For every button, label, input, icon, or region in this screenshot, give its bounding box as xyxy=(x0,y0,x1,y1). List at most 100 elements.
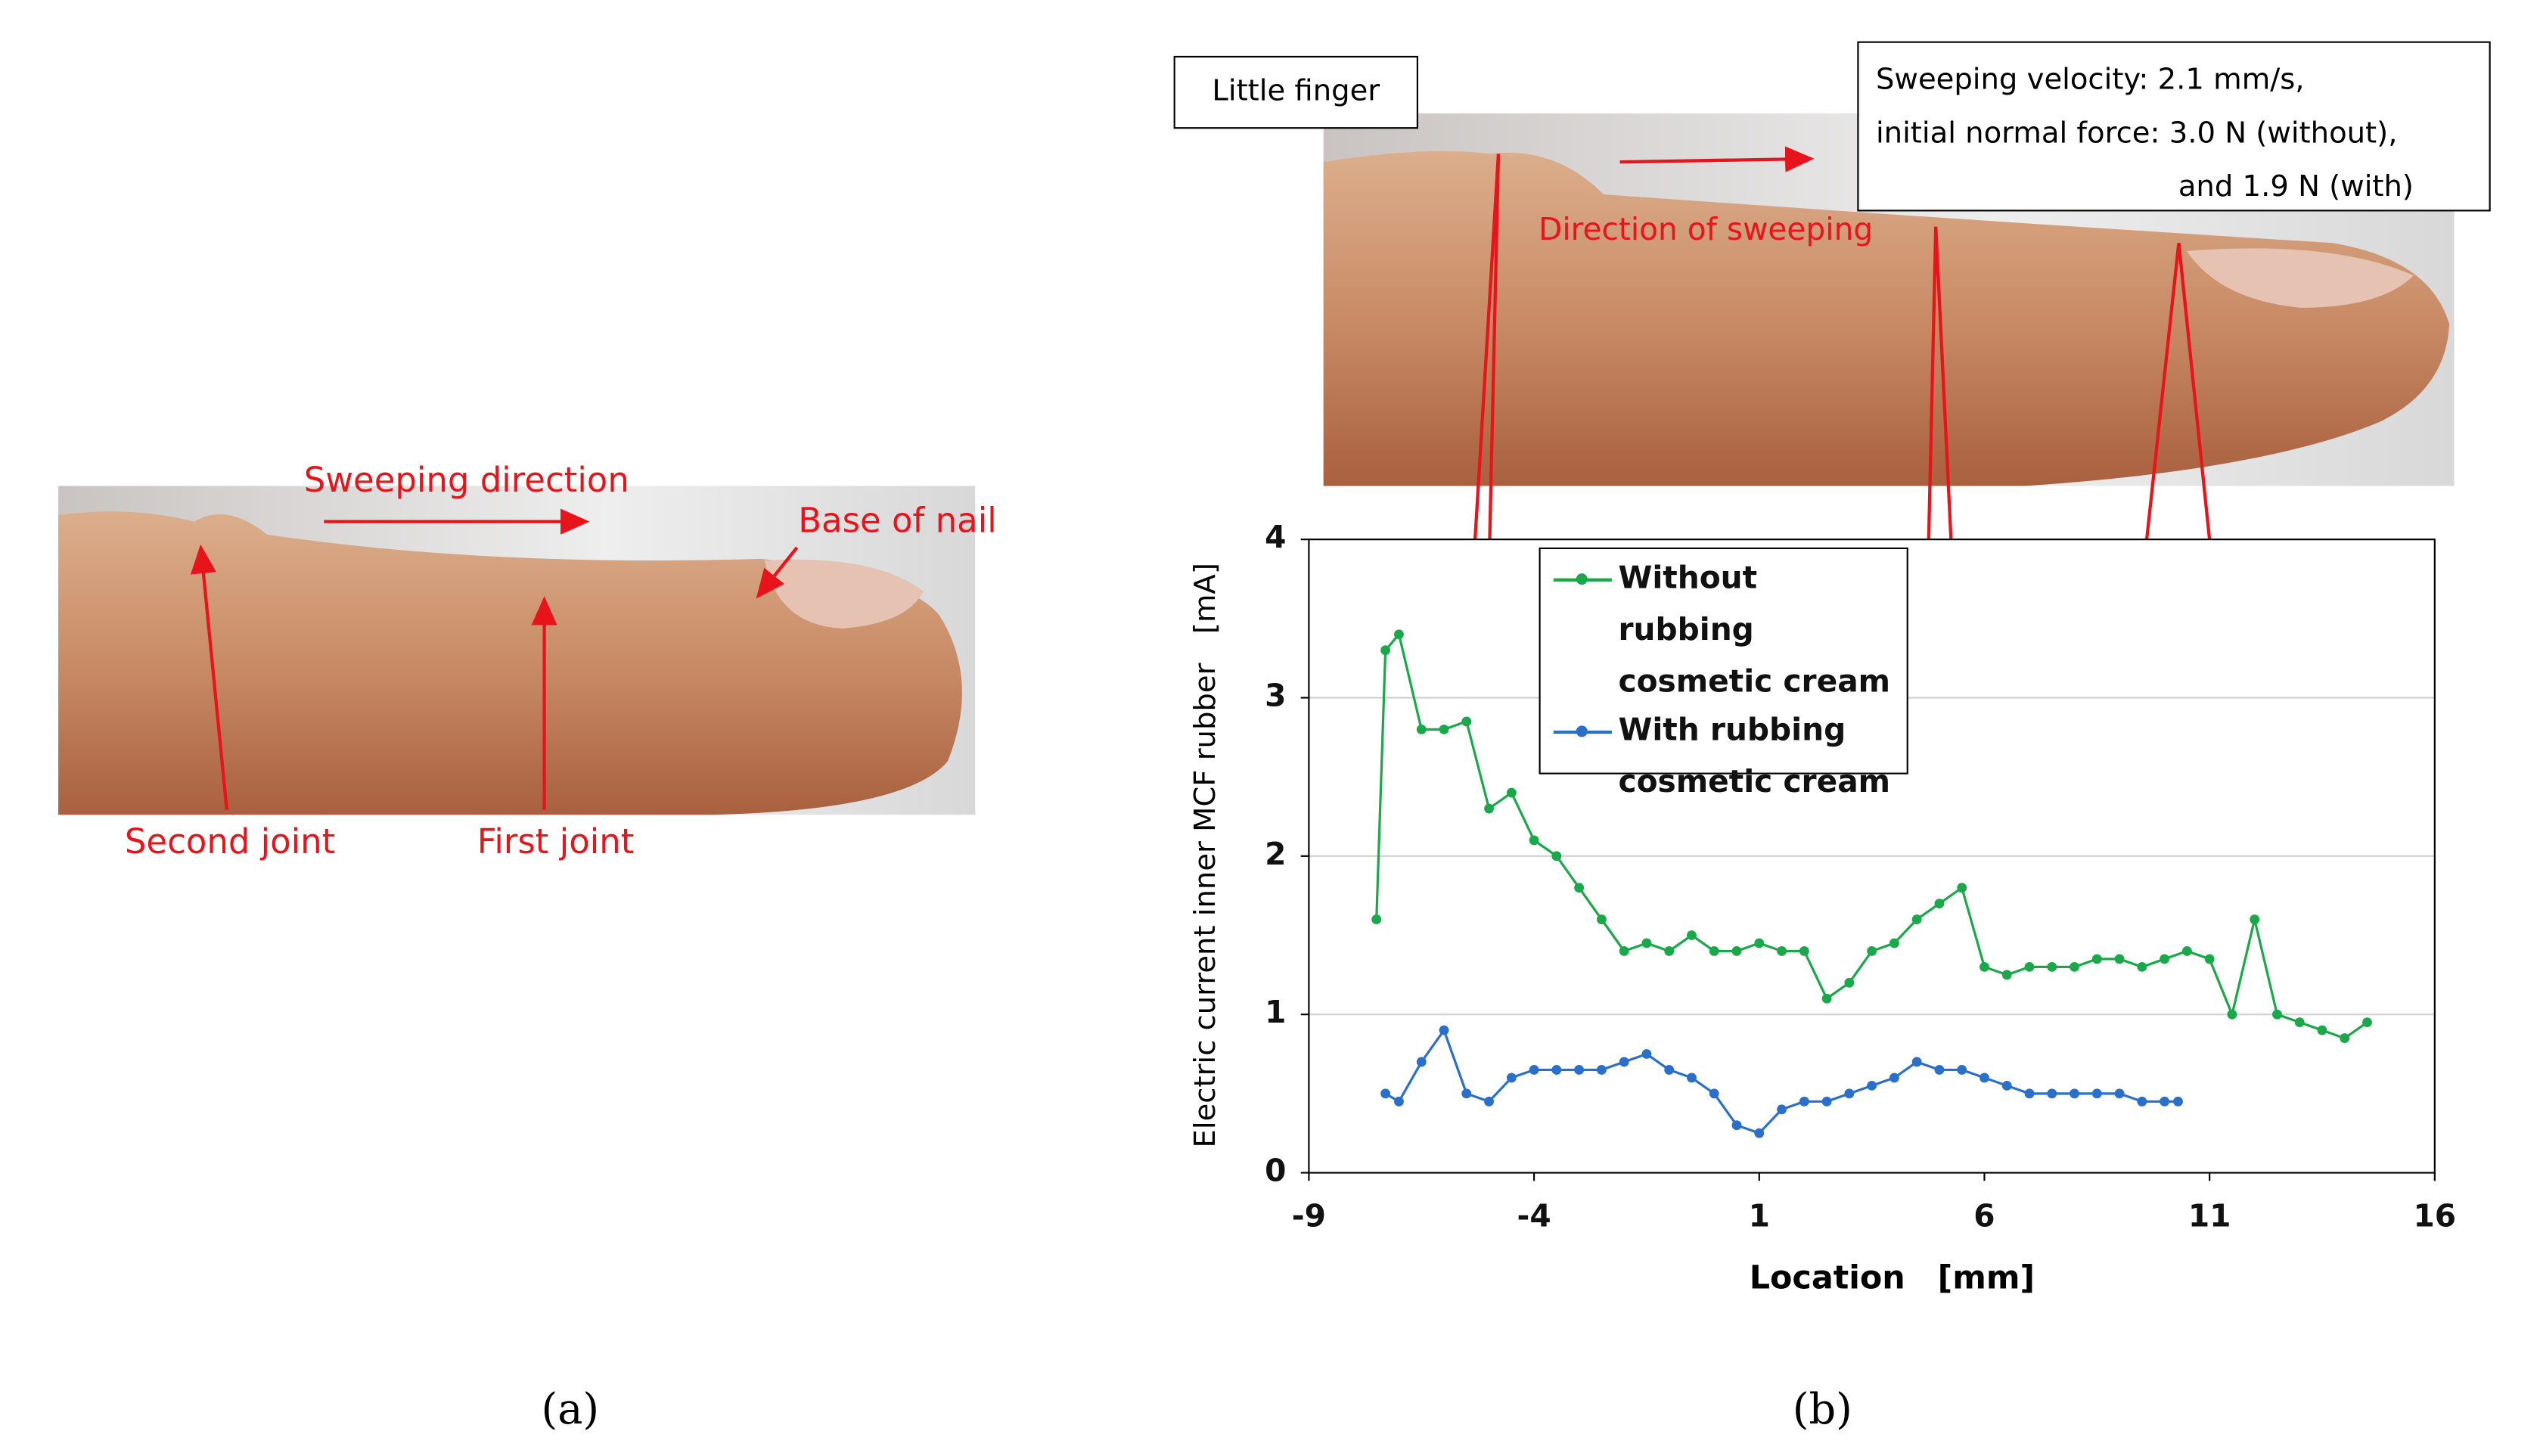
legend-entry: Without rubbing cosmetic cream xyxy=(1547,560,1900,708)
data-point xyxy=(2294,1017,2305,1028)
data-point xyxy=(2317,1025,2327,1035)
data-point xyxy=(2250,914,2260,924)
data-point xyxy=(1687,930,1697,940)
arrow xyxy=(190,544,228,811)
x-tick-label: 16 xyxy=(2414,1197,2457,1234)
data-point xyxy=(2024,1088,2035,1099)
data-point xyxy=(2114,954,2125,964)
y-tick-label: 4 xyxy=(1265,519,1286,555)
legend-label: Without rubbing cosmetic cream xyxy=(1618,560,1891,700)
finger xyxy=(1323,151,2450,486)
x-tick-label: -9 xyxy=(1292,1197,1326,1234)
data-point xyxy=(1439,724,1449,734)
condition-text: Sweeping velocity: 2.1 mm/s, xyxy=(1876,63,2305,97)
data-point xyxy=(2024,961,2035,972)
data-point xyxy=(1821,1096,1832,1107)
data-point xyxy=(1664,946,1675,956)
data-point xyxy=(2362,1017,2372,1028)
panel-label: (b) xyxy=(1793,1385,1852,1434)
data-point xyxy=(2001,1080,2012,1091)
data-point xyxy=(1754,938,1765,948)
data-point xyxy=(2340,1033,2350,1044)
data-point xyxy=(1664,1065,1675,1075)
y-tick-label: 1 xyxy=(1265,994,1286,1030)
data-point xyxy=(1687,1073,1697,1083)
data-point xyxy=(1911,914,1922,924)
data-point xyxy=(2001,970,2012,980)
legend-entry: With rubbing cosmetic cream xyxy=(1547,712,1900,808)
direction-label: Direction of sweeping xyxy=(1539,211,1873,247)
data-point xyxy=(1957,883,1967,893)
data-point xyxy=(1484,1096,1494,1107)
data-point xyxy=(1867,1080,1877,1091)
data-point xyxy=(1394,1096,1404,1107)
data-point xyxy=(1574,883,1585,893)
data-point xyxy=(2047,1088,2057,1099)
y-tick-label: 2 xyxy=(1265,836,1286,872)
data-point xyxy=(1416,1057,1427,1067)
second-joint-label: Second joint xyxy=(125,821,335,861)
arrow xyxy=(756,546,799,599)
data-point xyxy=(2272,1009,2282,1020)
data-point xyxy=(1461,716,1472,727)
data-point xyxy=(1934,899,1945,909)
y-axis-label: Electric current inner MCF rubber [mA] xyxy=(1188,563,1222,1147)
data-point xyxy=(1380,645,1391,656)
data-point xyxy=(2137,961,2147,972)
data-point xyxy=(1484,803,1494,814)
data-point xyxy=(1731,1120,1742,1131)
nail-label: Base of nail xyxy=(798,501,996,541)
data-point xyxy=(1551,851,1562,861)
data-point xyxy=(1867,946,1877,956)
data-point xyxy=(2137,1096,2147,1107)
condition-text: and 1.9 N (with) xyxy=(2178,169,2414,203)
data-point xyxy=(1619,1057,1629,1067)
photo-label-box xyxy=(1173,55,1418,129)
data-point xyxy=(1709,946,1719,956)
nail xyxy=(2187,248,2414,308)
data-point xyxy=(1777,1104,1787,1115)
data-point xyxy=(1551,1065,1562,1075)
data-point xyxy=(1506,1073,1517,1083)
data-point xyxy=(1596,1065,1607,1075)
photo-label: Little finger xyxy=(1212,74,1380,108)
data-point xyxy=(1529,835,1539,846)
data-line xyxy=(1375,632,2368,1040)
conditions-box xyxy=(1857,41,2491,212)
data-point xyxy=(2160,954,2170,964)
x-tick-label: 11 xyxy=(2188,1197,2231,1234)
data-point xyxy=(2227,1009,2237,1020)
data-point xyxy=(1957,1065,1967,1075)
data-point xyxy=(1799,1096,1809,1107)
data-point xyxy=(1641,1049,1652,1059)
x-tick-label: -4 xyxy=(1517,1197,1551,1234)
data-point xyxy=(1889,938,1899,948)
data-point xyxy=(1380,1088,1391,1099)
first-joint-label: First joint xyxy=(477,821,635,861)
legend: Without rubbing cosmetic cream With rubbi… xyxy=(1539,547,1908,800)
data-point xyxy=(1371,914,1382,924)
legend-key xyxy=(1547,714,1618,747)
data-point xyxy=(1934,1065,1945,1075)
data-point xyxy=(1844,1088,1855,1099)
data-point xyxy=(2091,1088,2102,1099)
data-point xyxy=(2070,1088,2079,1099)
data-point xyxy=(2173,1096,2183,1107)
data-point xyxy=(2047,961,2057,972)
sweep-label: Sweeping direction xyxy=(304,460,629,500)
arrow xyxy=(1619,146,1815,172)
x-tick-label: 6 xyxy=(1973,1197,1995,1234)
data-point xyxy=(1709,1088,1719,1099)
finger xyxy=(58,511,962,815)
x-axis-label: Location [mm] xyxy=(1750,1259,2035,1296)
data-point xyxy=(1596,914,1607,924)
x-tick-label: 1 xyxy=(1749,1197,1770,1234)
data-point xyxy=(1416,724,1427,734)
data-point xyxy=(1506,787,1517,798)
nail xyxy=(764,559,924,629)
data-point xyxy=(2160,1096,2170,1107)
data-point xyxy=(1394,629,1404,640)
